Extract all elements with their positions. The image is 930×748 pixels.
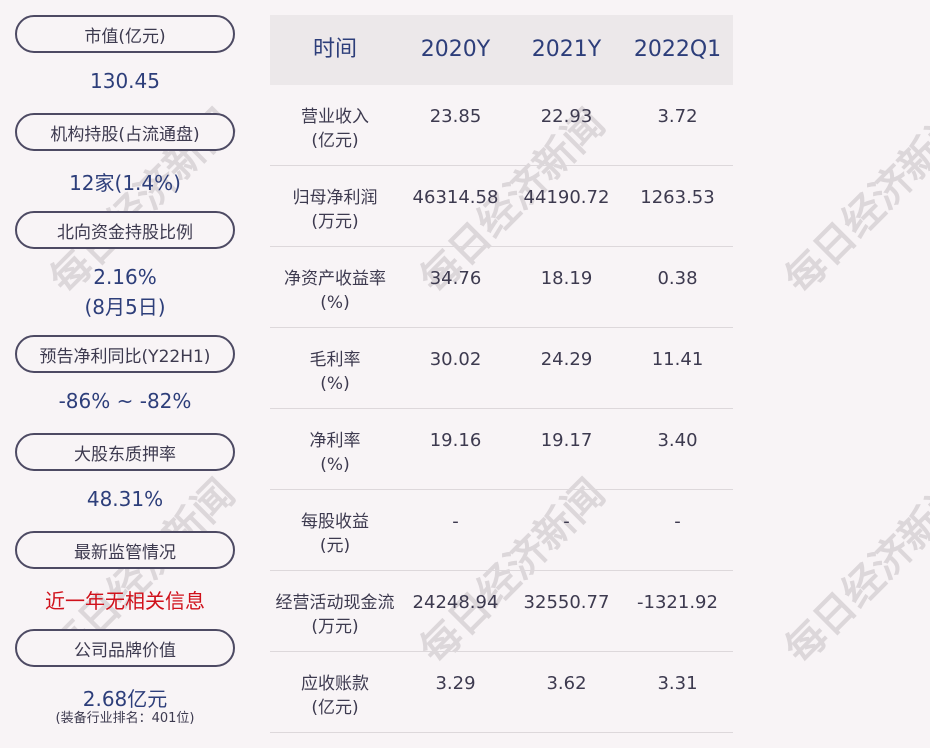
table-cell: 3.62 bbox=[546, 673, 587, 694]
table-cell: -1321.92 bbox=[637, 592, 718, 613]
table-header: 时间 2020Y 2021Y 2022Q1 bbox=[270, 15, 733, 85]
brand-value: 2.68亿元 bbox=[82, 687, 168, 711]
row-label: 净利率 (%) bbox=[270, 409, 400, 477]
northbound-date: (8月5日) bbox=[84, 295, 166, 319]
metric-name: 经营活动现金流 bbox=[275, 593, 395, 613]
header-2022q1: 2022Q1 bbox=[633, 37, 722, 62]
table-cell: 24248.94 bbox=[412, 592, 499, 613]
table-cell: 32550.77 bbox=[523, 592, 610, 613]
row-label: 每股收益 (元) bbox=[270, 490, 400, 558]
metric-unit: (万元) bbox=[311, 212, 359, 232]
brand-label: 公司品牌价值 bbox=[15, 629, 235, 667]
table-cell: 3.40 bbox=[657, 430, 698, 451]
institution-label: 机构持股(占流通盘) bbox=[15, 113, 235, 151]
metric-unit: (亿元) bbox=[311, 131, 359, 151]
metric-name: 净利率 bbox=[309, 431, 361, 451]
metric-name: 净资产收益率 bbox=[284, 269, 386, 289]
pledge-value: 48.31% bbox=[86, 487, 164, 511]
table-row: 营业收入 (亿元) 23.85 22.93 3.72 bbox=[270, 85, 733, 166]
table-row: 毛利率 (%) 30.02 24.29 11.41 bbox=[270, 328, 733, 409]
row-label: 净资产收益率 (%) bbox=[270, 247, 400, 315]
market-cap-label: 市值(亿元) bbox=[15, 15, 235, 53]
table-cell: 24.29 bbox=[540, 349, 593, 370]
northbound-value: 2.16% bbox=[93, 265, 157, 289]
pledge-label: 大股东质押率 bbox=[15, 433, 235, 471]
header-2020y: 2020Y bbox=[420, 37, 491, 62]
metric-unit: (万元) bbox=[311, 617, 359, 637]
table-cell: 30.02 bbox=[429, 349, 482, 370]
table-cell: 1263.53 bbox=[640, 187, 715, 208]
table-cell: 3.72 bbox=[657, 106, 698, 127]
watermark: 每日经济新闻 bbox=[776, 100, 930, 303]
table-row: 归母净利润 (万元) 46314.58 44190.72 1263.53 bbox=[270, 166, 733, 247]
metric-name: 营业收入 bbox=[301, 107, 369, 127]
table-cell: - bbox=[563, 511, 570, 532]
table-row: 净资产收益率 (%) 34.76 18.19 0.38 bbox=[270, 247, 733, 328]
regulation-value: 近一年无相关信息 bbox=[45, 589, 205, 613]
row-label: 毛利率 (%) bbox=[270, 328, 400, 396]
row-label: 营业收入 (亿元) bbox=[270, 85, 400, 153]
row-label: 归母净利润 (万元) bbox=[270, 166, 400, 234]
metric-name: 每股收益 bbox=[301, 512, 369, 532]
table-cell: 0.38 bbox=[657, 268, 698, 289]
table-cell: 3.31 bbox=[657, 673, 698, 694]
table-cell: - bbox=[674, 511, 681, 532]
forecast-value: -86% ~ -82% bbox=[58, 389, 192, 413]
table-cell: 11.41 bbox=[651, 349, 704, 370]
table-cell: 23.85 bbox=[429, 106, 482, 127]
metric-unit: (亿元) bbox=[311, 698, 359, 718]
brand-note: (装备行业排名：401位) bbox=[55, 711, 195, 726]
table-cell: - bbox=[452, 511, 459, 532]
metric-unit: (元) bbox=[319, 536, 351, 556]
market-cap-value: 130.45 bbox=[90, 69, 160, 93]
regulation-label: 最新监管情况 bbox=[15, 531, 235, 569]
table-cell: 44190.72 bbox=[523, 187, 610, 208]
metric-unit: (%) bbox=[320, 455, 350, 475]
table-row: 经营活动现金流 (万元) 24248.94 32550.77 -1321.92 bbox=[270, 571, 733, 652]
metric-name: 应收账款 bbox=[301, 674, 369, 694]
table-cell: 22.93 bbox=[540, 106, 593, 127]
header-2021y: 2021Y bbox=[531, 37, 602, 62]
financial-table: 时间 2020Y 2021Y 2022Q1 营业收入 (亿元) 23.85 22.93… bbox=[270, 15, 733, 733]
table-row: 净利率 (%) 19.16 19.17 3.40 bbox=[270, 409, 733, 490]
northbound-label: 北向资金持股比例 bbox=[15, 211, 235, 249]
watermark: 每日经济新闻 bbox=[776, 470, 930, 673]
table-cell: 19.16 bbox=[429, 430, 482, 451]
row-label: 应收账款 (亿元) bbox=[270, 652, 400, 720]
table-cell: 3.29 bbox=[435, 673, 476, 694]
metric-name: 归母净利润 bbox=[292, 188, 378, 208]
metric-unit: (%) bbox=[320, 293, 350, 313]
header-period: 时间 bbox=[312, 37, 357, 62]
table-cell: 18.19 bbox=[540, 268, 593, 289]
table-cell: 46314.58 bbox=[412, 187, 499, 208]
row-label: 经营活动现金流 (万元) bbox=[270, 571, 400, 639]
metric-name: 毛利率 bbox=[309, 350, 361, 370]
table-cell: 19.17 bbox=[540, 430, 593, 451]
table-cell: 34.76 bbox=[429, 268, 482, 289]
table-row: 每股收益 (元) - - - bbox=[270, 490, 733, 571]
metric-unit: (%) bbox=[320, 374, 350, 394]
table-row: 应收账款 (亿元) 3.29 3.62 3.31 bbox=[270, 652, 733, 733]
forecast-label: 预告净利同比(Y22H1) bbox=[15, 335, 235, 373]
institution-value: 12家(1.4%) bbox=[69, 171, 181, 195]
